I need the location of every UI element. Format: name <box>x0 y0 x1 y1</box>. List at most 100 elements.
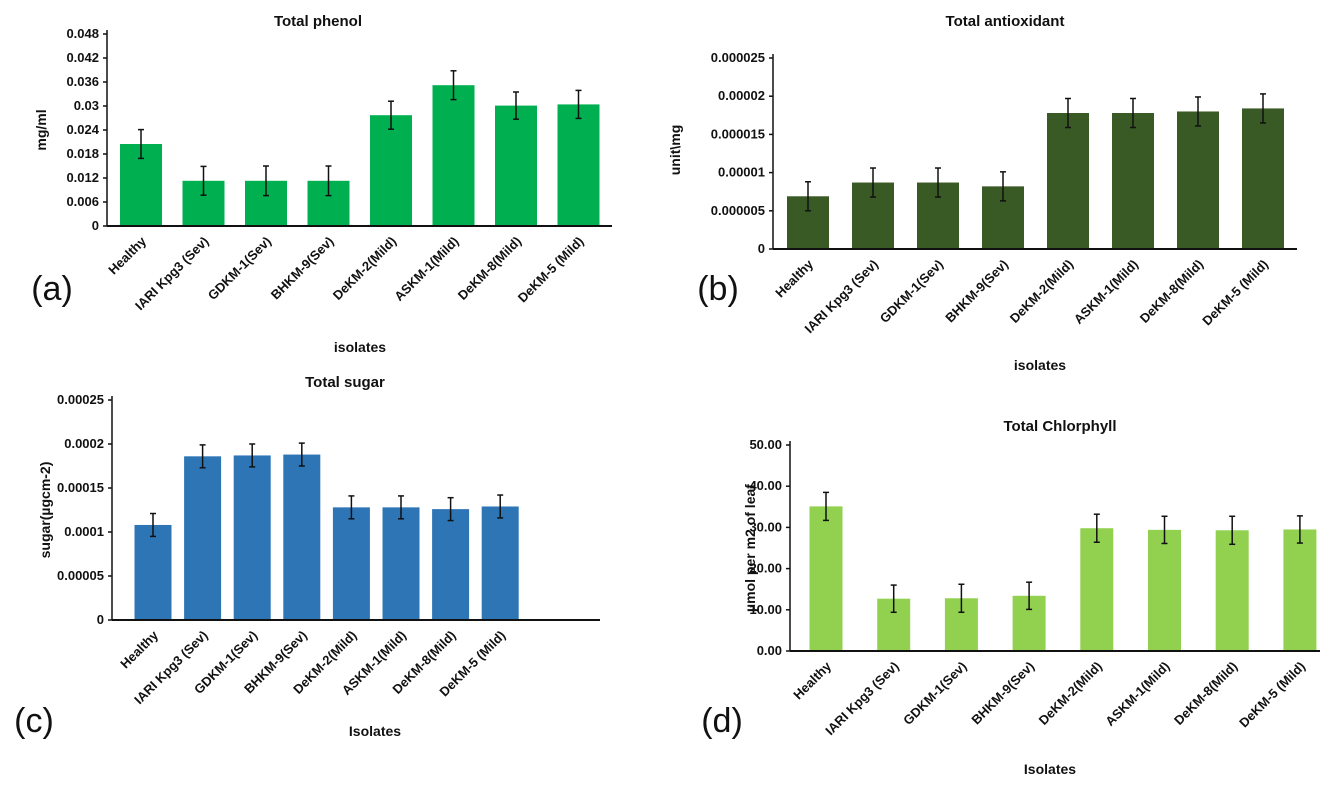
chart-title: Total sugar <box>305 374 385 391</box>
x-tick-label: DeKM-2(Mild) <box>1036 659 1105 728</box>
y-tick-label: 0 <box>97 612 104 627</box>
y-tick-label: 30.00 <box>749 519 782 534</box>
bar <box>1112 113 1154 250</box>
chart-title: Total phenol <box>274 13 362 30</box>
error-bar <box>298 442 305 467</box>
y-tick-label: 0.00 <box>757 643 782 658</box>
error-bar <box>150 512 156 538</box>
y-tick-label: 0.00025 <box>57 392 104 407</box>
error-bar <box>1130 97 1136 129</box>
y-tick-label: 0.042 <box>66 50 99 65</box>
error-bar <box>200 165 207 196</box>
x-tick-label: GDKM-1(Sev) <box>205 234 274 303</box>
error-bar <box>1260 93 1266 124</box>
error-bar <box>1026 581 1033 611</box>
y-tick-label: 0.00001 <box>718 165 765 180</box>
chart-title: Total Chlorphyll <box>1003 418 1116 435</box>
chart-panel-c: Total sugar 0 0.00005 0.0001 0.00015 0.0002 0.… <box>14 374 600 740</box>
error-bar <box>1000 171 1006 202</box>
x-axis-label: isolates <box>334 339 386 355</box>
x-tick-label: Healthy <box>772 256 816 300</box>
x-tick-label: BHKM-9(Sev) <box>968 659 1037 728</box>
x-tick-label: IARI Kpg3 (Sev) <box>822 659 902 739</box>
y-tick-label: 0.036 <box>66 74 99 89</box>
x-tick-label: DeKM-8(Mild) <box>1171 659 1240 728</box>
x-tick-label: Healthy <box>790 658 834 702</box>
x-tick-label: DeKM-8(Mild) <box>1137 257 1206 326</box>
error-bar <box>348 495 355 520</box>
bar <box>1080 528 1114 651</box>
y-tick-label: 40.00 <box>749 478 782 493</box>
bar <box>1047 113 1089 250</box>
y-tick-label: 10.00 <box>749 602 782 617</box>
y-tick-label: 0.018 <box>66 146 99 161</box>
error-bar <box>1065 97 1071 129</box>
y-axis-label: sugar(µgcm-2) <box>37 462 53 559</box>
error-bar <box>497 494 504 519</box>
error-bar <box>823 491 829 522</box>
y-axis-label: µmol per m2 of leaf <box>742 484 758 612</box>
y-tick-label: 0.000015 <box>711 126 765 141</box>
y-tick-label: 0.00005 <box>57 568 104 583</box>
y-tick-label: 0.006 <box>66 194 99 209</box>
error-bar <box>575 89 582 120</box>
error-bar <box>1296 515 1303 544</box>
error-bar <box>1161 515 1168 545</box>
error-bar <box>325 165 332 197</box>
y-tick-label: 0.0001 <box>64 524 104 539</box>
bar <box>370 115 412 226</box>
error-bar <box>263 165 269 197</box>
x-tick-label: ASKM-1(Mild) <box>1071 257 1141 327</box>
bar <box>809 506 843 651</box>
bar <box>432 85 475 226</box>
error-bar <box>450 70 457 101</box>
x-tick-label: DeKM-2(Mild) <box>330 234 399 303</box>
chart-panel-d: Total Chlorphyll 0.00 10.00 20.00 30.00 40.00… <box>701 418 1320 777</box>
error-bar <box>1093 513 1100 543</box>
bar <box>1215 530 1249 651</box>
y-tick-label: 0.00002 <box>718 88 765 103</box>
chart-panel-a: Total phenol 0 0.006 0.012 0.018 0.024 0.03 0.0… <box>31 13 612 355</box>
panel-label: (a) <box>31 270 73 308</box>
y-tick-label: 0 <box>758 241 765 256</box>
bar <box>1177 111 1219 249</box>
y-tick-label: 0.000025 <box>711 50 765 65</box>
x-tick-label: ASKM-1(Mild) <box>1102 659 1172 729</box>
y-tick-label: 0 <box>92 218 99 233</box>
y-tick-label: 0.024 <box>66 122 99 137</box>
error-bar <box>138 128 144 160</box>
error-bar <box>447 496 454 522</box>
y-axis-label: unit\mg <box>667 125 683 176</box>
error-bar <box>1195 96 1201 127</box>
bar <box>432 509 470 620</box>
panel-label: (b) <box>697 270 739 308</box>
x-tick-label: ASKM-1(Mild) <box>391 234 461 304</box>
panel-label: (d) <box>701 702 743 740</box>
x-tick-label: DeKM-5 (Mild) <box>515 234 587 306</box>
x-axis-label: Isolates <box>349 723 401 739</box>
error-bar <box>870 167 876 198</box>
error-bar <box>199 444 206 469</box>
y-tick-label: 0.048 <box>66 26 99 41</box>
bar <box>233 455 271 620</box>
x-tick-label: DeKM-5 (Mild) <box>1236 659 1308 731</box>
x-axis-label: isolates <box>1014 357 1066 373</box>
y-axis-label: mg/ml <box>33 109 49 150</box>
bar <box>332 507 370 620</box>
bar <box>134 524 172 620</box>
bar <box>382 507 420 620</box>
error-bar <box>890 584 897 614</box>
x-tick-label: BHKM-9(Sev) <box>942 257 1011 326</box>
y-tick-label: 50.00 <box>749 437 782 452</box>
x-axis-label: Isolates <box>1024 761 1076 777</box>
y-tick-label: 0.012 <box>66 170 99 185</box>
error-bar <box>249 443 256 468</box>
bar <box>283 454 321 620</box>
chart-title: Total antioxidant <box>946 13 1065 30</box>
y-tick-label: 0.000005 <box>711 203 765 218</box>
error-bar <box>935 167 941 198</box>
x-tick-label: Healthy <box>105 233 149 277</box>
error-bar <box>1229 515 1236 546</box>
x-tick-label: Healthy <box>117 627 161 671</box>
